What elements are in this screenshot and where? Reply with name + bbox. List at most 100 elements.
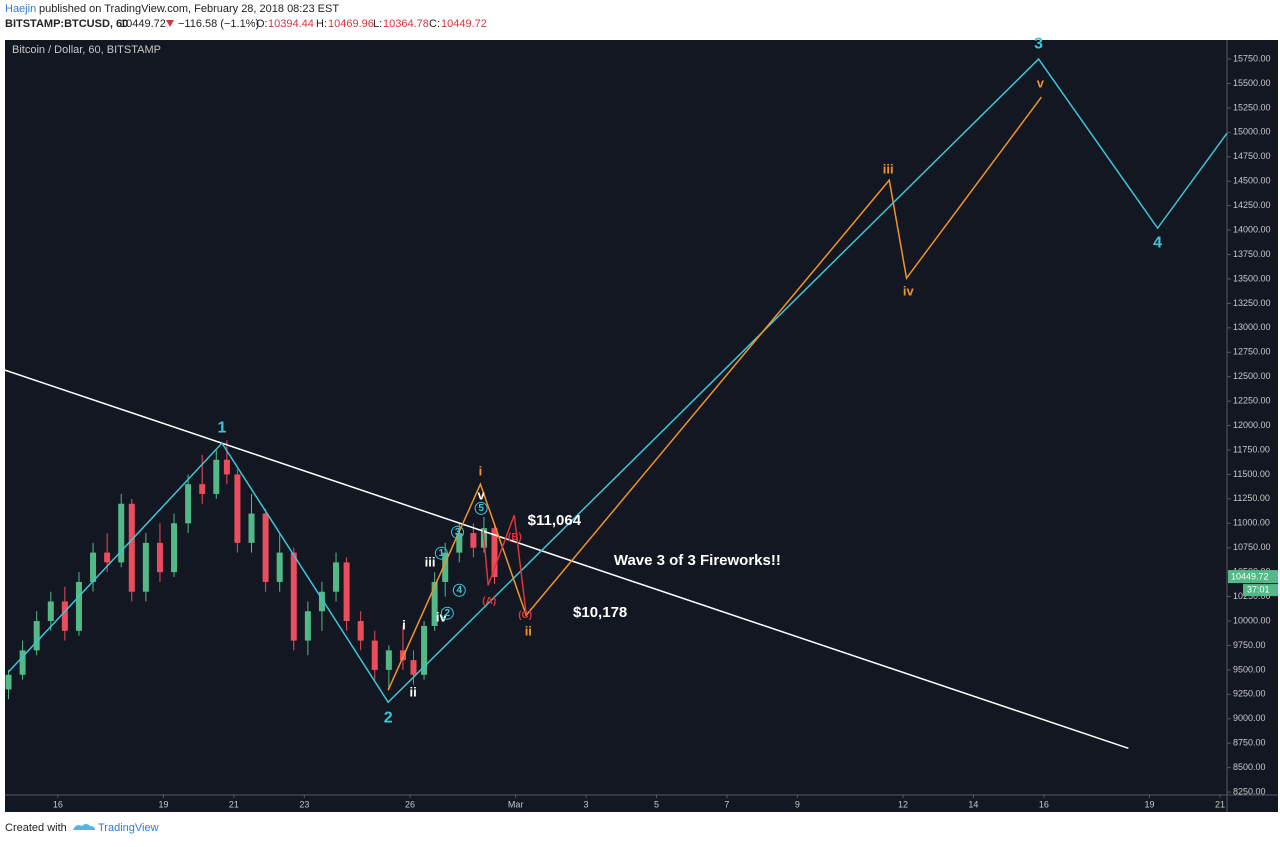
annotation: $11,064 (528, 512, 582, 529)
candle-body (33, 621, 40, 651)
annotation: 4 (457, 585, 463, 596)
candle-body (399, 650, 406, 661)
brand[interactable]: TradingView (98, 822, 159, 834)
o-label: O: (256, 18, 268, 30)
wave-circle (434, 546, 448, 560)
y-tick-label: 8250.00 (1233, 786, 1266, 796)
candle-body (61, 601, 68, 631)
close: 10449.72 (441, 18, 487, 30)
y-tick-label: 14250.00 (1233, 200, 1271, 210)
y-tick-label: 9500.00 (1233, 664, 1266, 674)
annotation: $10,178 (573, 604, 627, 621)
annotation: iii (883, 162, 894, 177)
y-tick-label: 12500.00 (1233, 371, 1271, 381)
candle-body (410, 660, 417, 675)
candle-body (90, 552, 97, 582)
annotation: 1 (439, 548, 445, 559)
annotation: 3 (455, 527, 461, 538)
symbol: BITSTAMP:BTCUSD, 60 (5, 18, 128, 30)
low: 10364.78 (383, 18, 429, 30)
y-tick-label: 9750.00 (1233, 640, 1266, 650)
y-tick-label: 11250.00 (1233, 493, 1270, 503)
annotation: ii (410, 685, 417, 700)
candle-body (333, 562, 340, 592)
x-tick-label: 5 (654, 799, 659, 809)
y-tick-label: 12250.00 (1233, 396, 1271, 406)
y-tick-label: 14500.00 (1233, 176, 1271, 186)
annotation: i (402, 618, 406, 633)
annotation: 2 (384, 709, 393, 726)
wave-circle (452, 583, 466, 597)
y-tick-label: 15250.00 (1233, 102, 1271, 112)
x-tick-label: 21 (1215, 799, 1225, 809)
candle-body (385, 650, 392, 670)
x-tick-label: 12 (898, 799, 908, 809)
annotation: iv (903, 284, 915, 299)
candle-body (456, 533, 463, 553)
candle-body (199, 484, 206, 494)
candle-body (357, 621, 364, 641)
change: −116.58 (−1.1%) (178, 18, 259, 30)
x-tick-label: 26 (405, 799, 415, 809)
candle-body (5, 674, 12, 690)
candle-body (75, 581, 82, 631)
down-arrow (166, 20, 174, 27)
wave-line (482, 514, 527, 615)
open: 10394.44 (268, 18, 314, 30)
x-tick-label: Mar (508, 799, 524, 809)
y-tick-label: 13000.00 (1233, 322, 1271, 332)
candle-body (262, 513, 269, 582)
wave-line (7, 57, 1228, 704)
candle-body (248, 513, 255, 543)
y-tick-label: 12750.00 (1233, 347, 1271, 357)
wave-circle (451, 525, 465, 539)
author[interactable]: Haejin (5, 3, 36, 15)
price-tag (1228, 570, 1278, 584)
annotation: iv (436, 610, 448, 625)
annotation: i (479, 464, 483, 479)
x-tick-label: 9 (795, 799, 800, 809)
candle-body (421, 625, 428, 675)
y-tick-label: 9250.00 (1233, 689, 1266, 699)
annotation: iii (425, 555, 436, 570)
tv-logo (73, 824, 95, 830)
wave-line (387, 96, 1043, 691)
x-tick-label: 23 (299, 799, 309, 809)
candle-body (470, 533, 477, 548)
y-tick-label: 14000.00 (1233, 224, 1271, 234)
annotation: Wave 3 of 3 Fireworks!! (614, 552, 781, 569)
candle-body (343, 562, 350, 622)
x-tick-label: 16 (53, 799, 63, 809)
candle-body (128, 503, 135, 592)
y-tick-label: 8500.00 (1233, 762, 1266, 772)
candle-body (276, 552, 283, 582)
candle-body (142, 542, 149, 592)
annotation: (A) (482, 596, 496, 607)
countdown-bg (1243, 584, 1278, 597)
candle-body (442, 552, 449, 582)
y-tick-label: 15750.00 (1233, 53, 1271, 63)
countdown: 37:01 (1247, 584, 1270, 594)
y-tick-label: 15000.00 (1233, 127, 1271, 137)
price-tag-label: 10449.72 (1231, 571, 1269, 581)
l-label: L: (373, 18, 382, 30)
x-tick-label: 19 (1145, 799, 1155, 809)
x-tick-label: 16 (1039, 799, 1049, 809)
annotation: 5 (478, 503, 484, 514)
x-tick-label: 3 (584, 799, 589, 809)
candle-body (156, 542, 163, 573)
candle-body (223, 459, 230, 475)
annotation: (C) (518, 610, 532, 621)
wave-circle (474, 501, 488, 515)
candle-body (318, 591, 325, 612)
candle-body (234, 474, 241, 543)
plot-background (5, 40, 1278, 812)
y-tick-label: 10000.00 (1233, 615, 1271, 625)
candle-body (171, 523, 178, 573)
y-tick-label: 13250.00 (1233, 298, 1271, 308)
last: 10449.72 (120, 18, 166, 30)
high: 10469.96 (328, 18, 374, 30)
h-label: H: (316, 18, 327, 30)
